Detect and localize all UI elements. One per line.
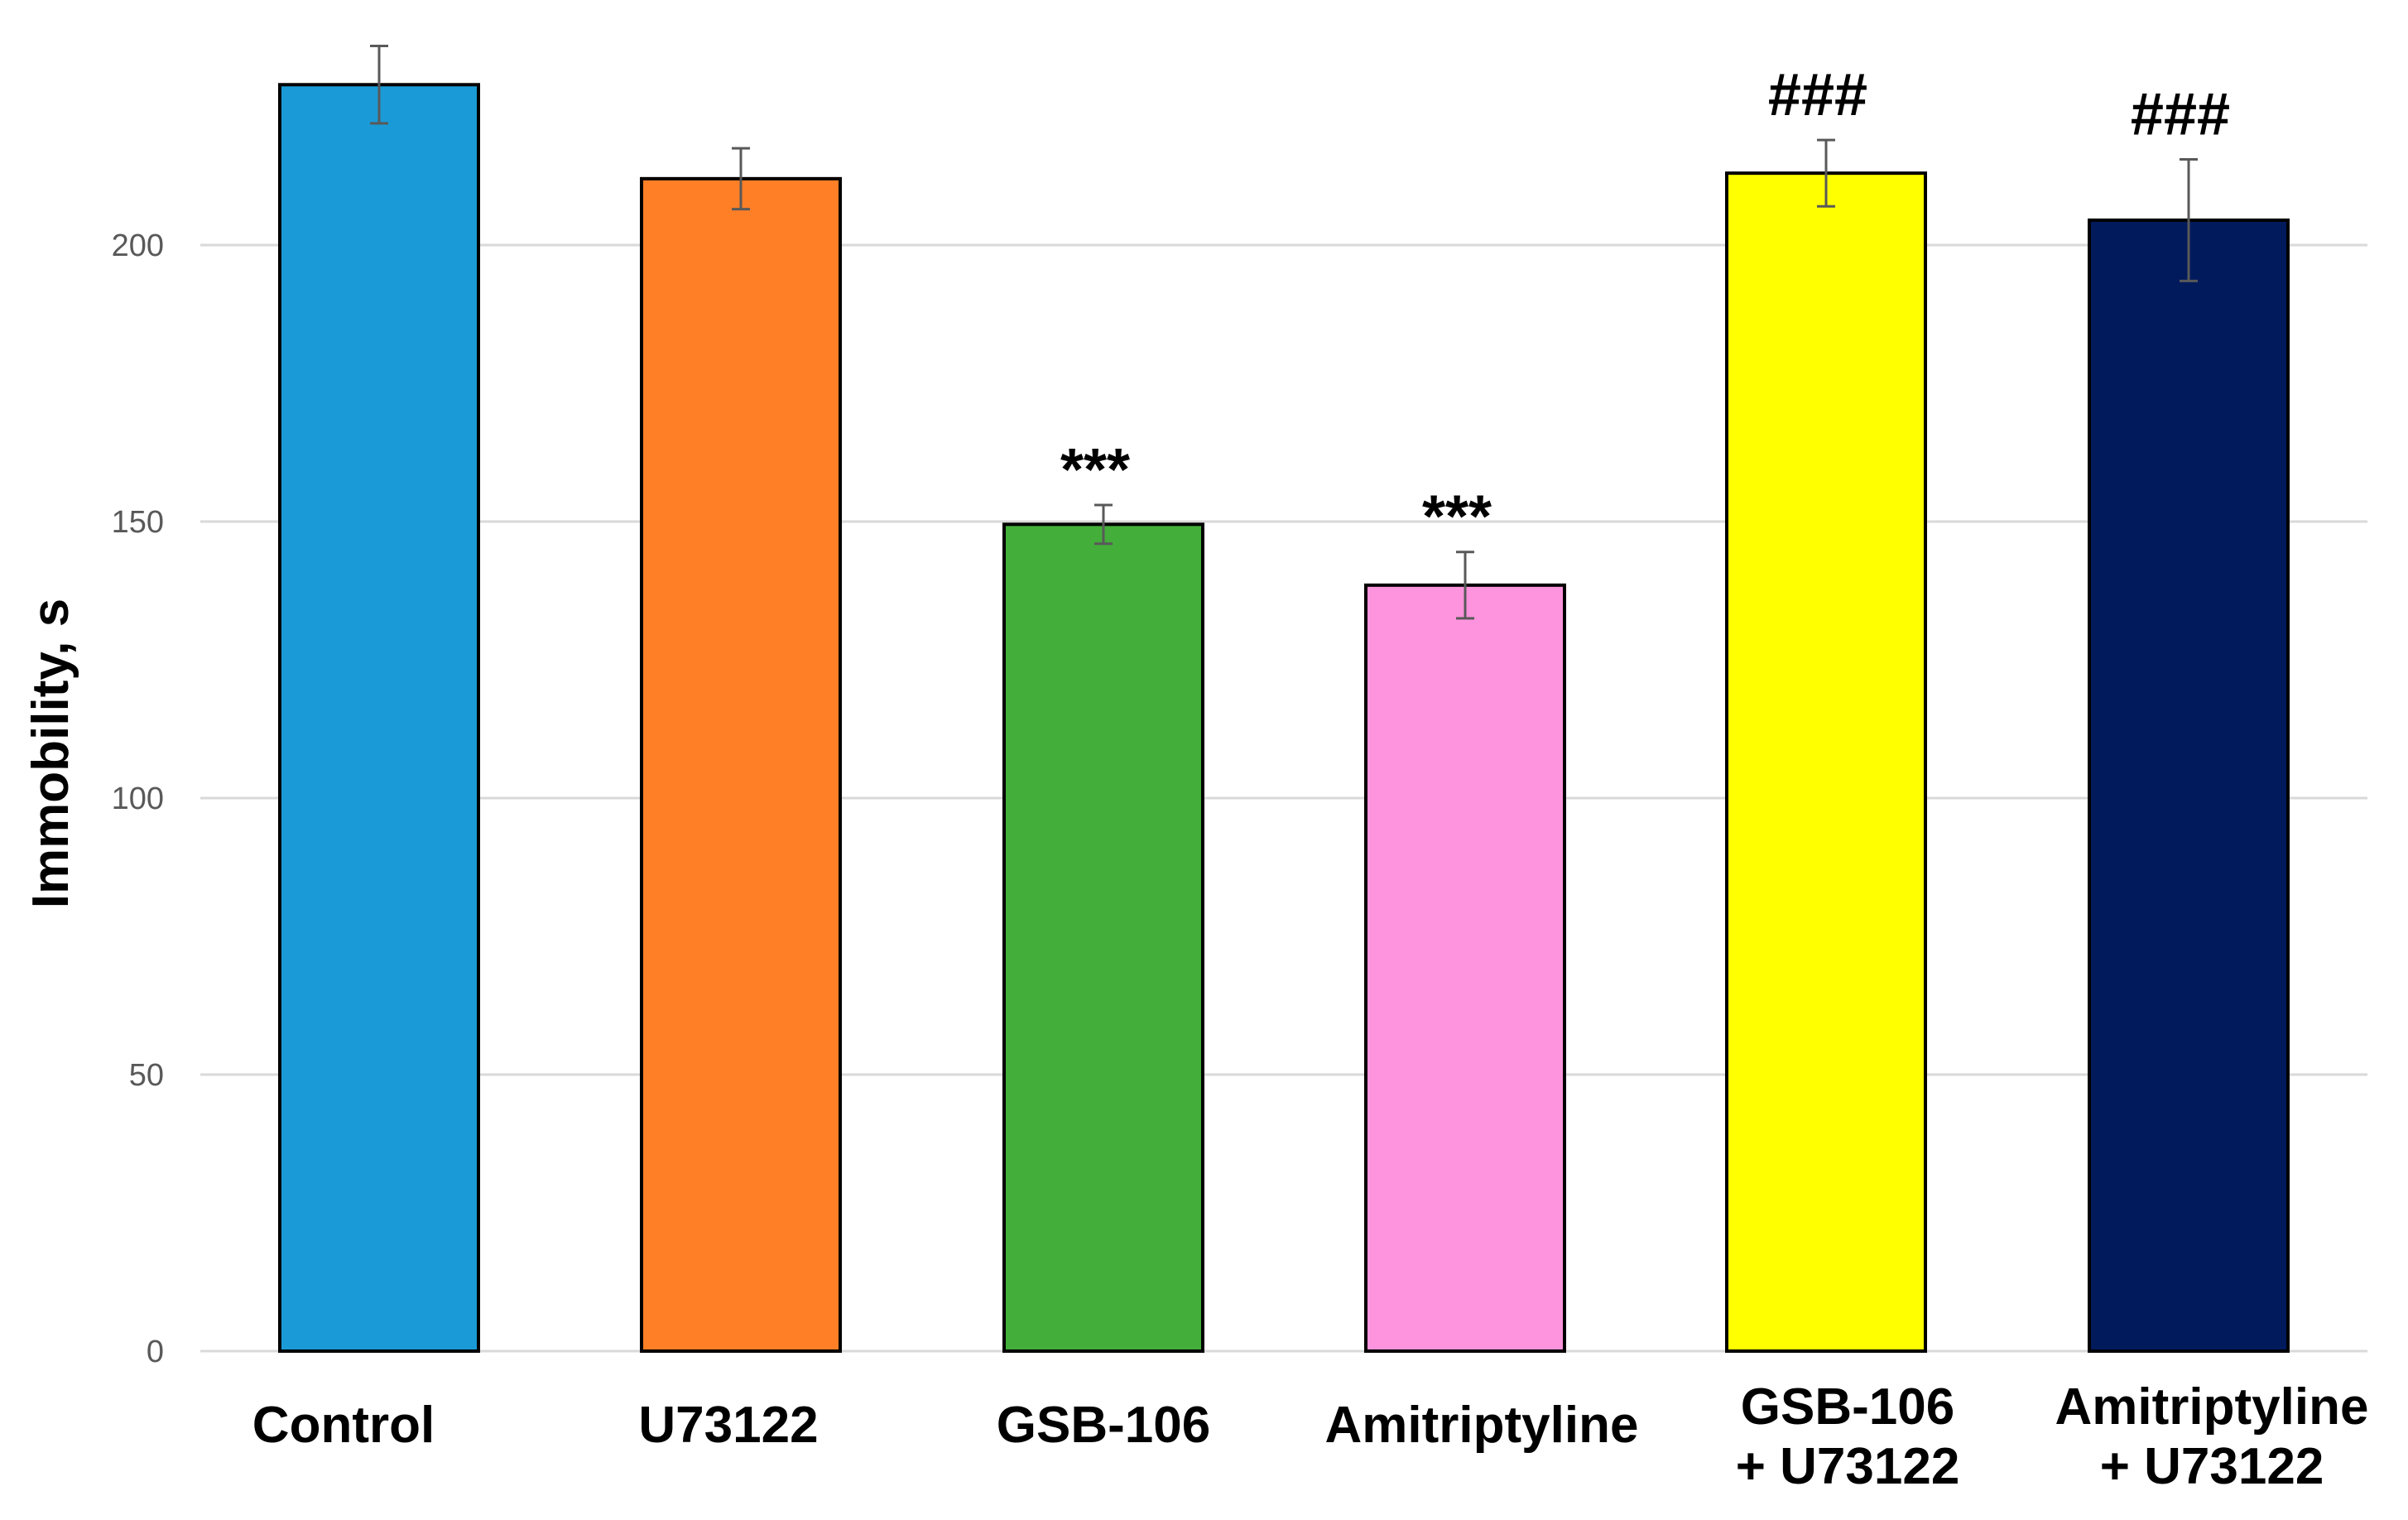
y-tick-label: 150 (112, 505, 164, 540)
y-tick-label: 0 (147, 1335, 164, 1369)
x-category-label: U73122 (638, 1397, 818, 1454)
significance-label: ### (2131, 81, 2230, 147)
x-category-label: + U73122 (2100, 1438, 2324, 1495)
bar (1725, 171, 1927, 1353)
bar (1364, 583, 1566, 1353)
bars (278, 45, 2290, 1354)
x-category-label: GSB-106 (997, 1397, 1210, 1454)
bar (640, 176, 842, 1354)
x-category-label: Amitriptyline (2055, 1378, 2369, 1436)
bar (278, 83, 480, 1353)
y-tick-label: 200 (112, 228, 164, 263)
y-tick-label: 50 (129, 1058, 164, 1093)
significance-label: *** (1060, 437, 1130, 503)
labels: 0 50 100 150 200 Control U73122 *** GSB-106 *** Am… (112, 62, 2369, 1495)
bar (1002, 522, 1204, 1353)
y-axis-title: Immobility, s (22, 599, 79, 908)
x-category-label: Amitriptyline (1325, 1397, 1639, 1454)
x-category-label: Control (252, 1397, 435, 1454)
significance-label: *** (1422, 484, 1492, 551)
x-category-label: GSB-106 (1741, 1378, 1954, 1436)
y-tick-label: 100 (112, 782, 164, 816)
significance-label: ### (1768, 62, 1867, 128)
gridlines (200, 243, 2367, 1076)
bar (2088, 218, 2290, 1354)
x-category-label: + U73122 (1736, 1438, 1960, 1495)
